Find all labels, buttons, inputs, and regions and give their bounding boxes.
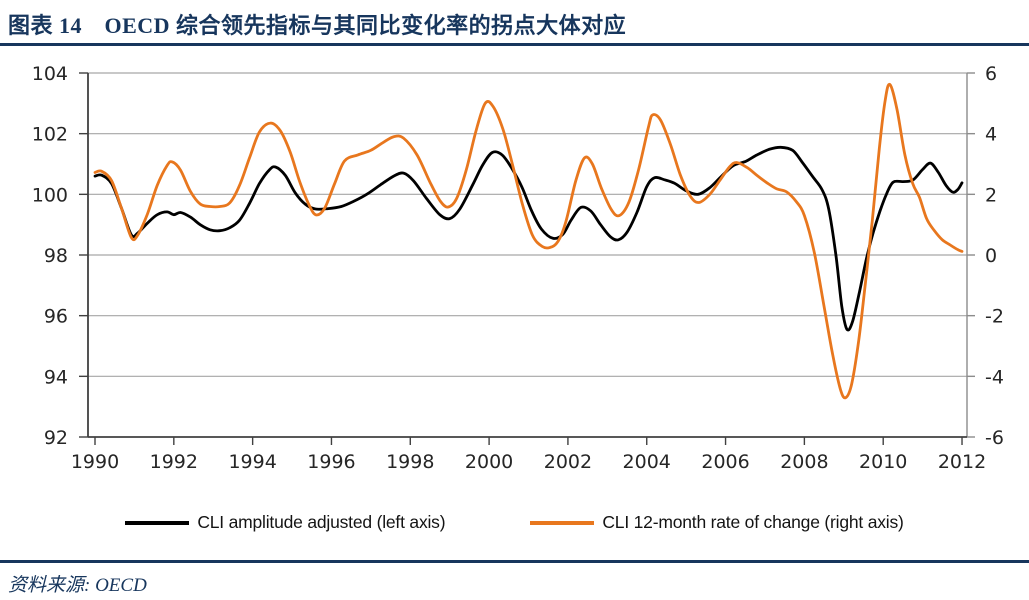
source-note: 资料来源: OECD (8, 575, 147, 596)
left-axis-label: 96 (44, 306, 68, 328)
right-axis-label: 4 (985, 124, 997, 146)
x-axis-label: 2000 (465, 451, 513, 473)
x-axis-label: 2006 (701, 451, 749, 473)
legend-label-cli: CLI amplitude adjusted (left axis) (197, 512, 446, 532)
left-axis-label: 92 (44, 427, 68, 449)
x-axis-label: 2012 (938, 451, 986, 473)
legend-item-cli: CLI amplitude adjusted (left axis) (125, 512, 446, 533)
cli-line-series (93, 145, 964, 332)
right-axis-label: 0 (985, 245, 997, 267)
chart-area: 104 102 100 98 96 94 92 6 4 2 0 -2 -4 -6 1990 1992 1994 1… (0, 55, 1029, 485)
figure-title: 图表 14 OECD 综合领先指标与其同比变化率的拐点大体对应 (8, 13, 627, 38)
right-axis-label: -4 (985, 366, 1004, 388)
left-axis-label: 104 (32, 63, 68, 85)
x-axis-label: 2010 (859, 451, 907, 473)
left-axis-label: 102 (32, 124, 68, 146)
x-axis-label: 2002 (544, 451, 592, 473)
title-divider (0, 43, 1029, 46)
right-axis-label: -2 (985, 306, 1004, 328)
right-axis-label: 6 (985, 63, 997, 85)
x-axis-label: 1994 (228, 451, 276, 473)
x-axis-label: 1998 (386, 451, 434, 473)
x-axis-label: 1990 (71, 451, 119, 473)
footer-divider (0, 560, 1029, 563)
legend-label-roc: CLI 12-month rate of change (right axis) (602, 512, 904, 532)
roc-line-series (93, 82, 964, 400)
left-axis-label: 100 (32, 184, 68, 206)
cli-line-swatch (125, 520, 190, 525)
right-axis-label: -6 (985, 427, 1004, 449)
right-axis-label: 2 (985, 184, 997, 206)
x-axis-label: 1992 (150, 451, 198, 473)
chart-legend: CLI amplitude adjusted (left axis) CLI 1… (0, 512, 1029, 533)
x-axis-label: 2008 (780, 451, 828, 473)
left-axis-label: 94 (44, 366, 68, 388)
left-axis-label: 98 (44, 245, 68, 267)
cli-chart-canvas: 104 102 100 98 96 94 92 6 4 2 0 -2 -4 -6 1990 1992 1994 1… (32, 63, 1004, 473)
roc-line-swatch (530, 520, 595, 525)
x-axis-label: 2004 (623, 451, 671, 473)
x-axis-label: 1996 (307, 451, 355, 473)
legend-item-roc: CLI 12-month rate of change (right axis) (530, 512, 904, 533)
